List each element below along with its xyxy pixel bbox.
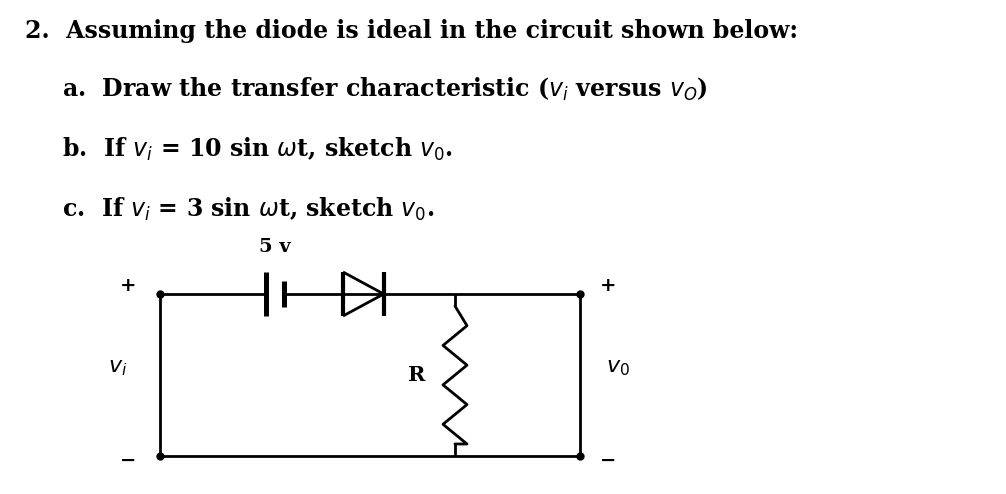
Text: +: +	[600, 277, 617, 295]
Text: −: −	[600, 452, 617, 470]
Text: $v_i$: $v_i$	[109, 356, 128, 378]
Text: R: R	[408, 365, 426, 385]
Text: a.  Draw the transfer characteristic ($v_i$ versus $v_O$): a. Draw the transfer characteristic ($v_…	[62, 76, 708, 103]
Text: c.  If $v_i$ = 3 sin $\omega$t, sketch $v_0$.: c. If $v_i$ = 3 sin $\omega$t, sketch $v…	[62, 196, 435, 223]
Text: +: +	[120, 277, 136, 295]
Text: b.  If $v_i$ = 10 sin $\omega$t, sketch $v_0$.: b. If $v_i$ = 10 sin $\omega$t, sketch $…	[62, 136, 453, 163]
Text: −: −	[120, 452, 136, 470]
Text: 2.  Assuming the diode is ideal in the circuit shown below:: 2. Assuming the diode is ideal in the ci…	[25, 19, 798, 43]
Text: 5 v: 5 v	[260, 238, 291, 256]
Text: $v_0$: $v_0$	[606, 356, 630, 378]
